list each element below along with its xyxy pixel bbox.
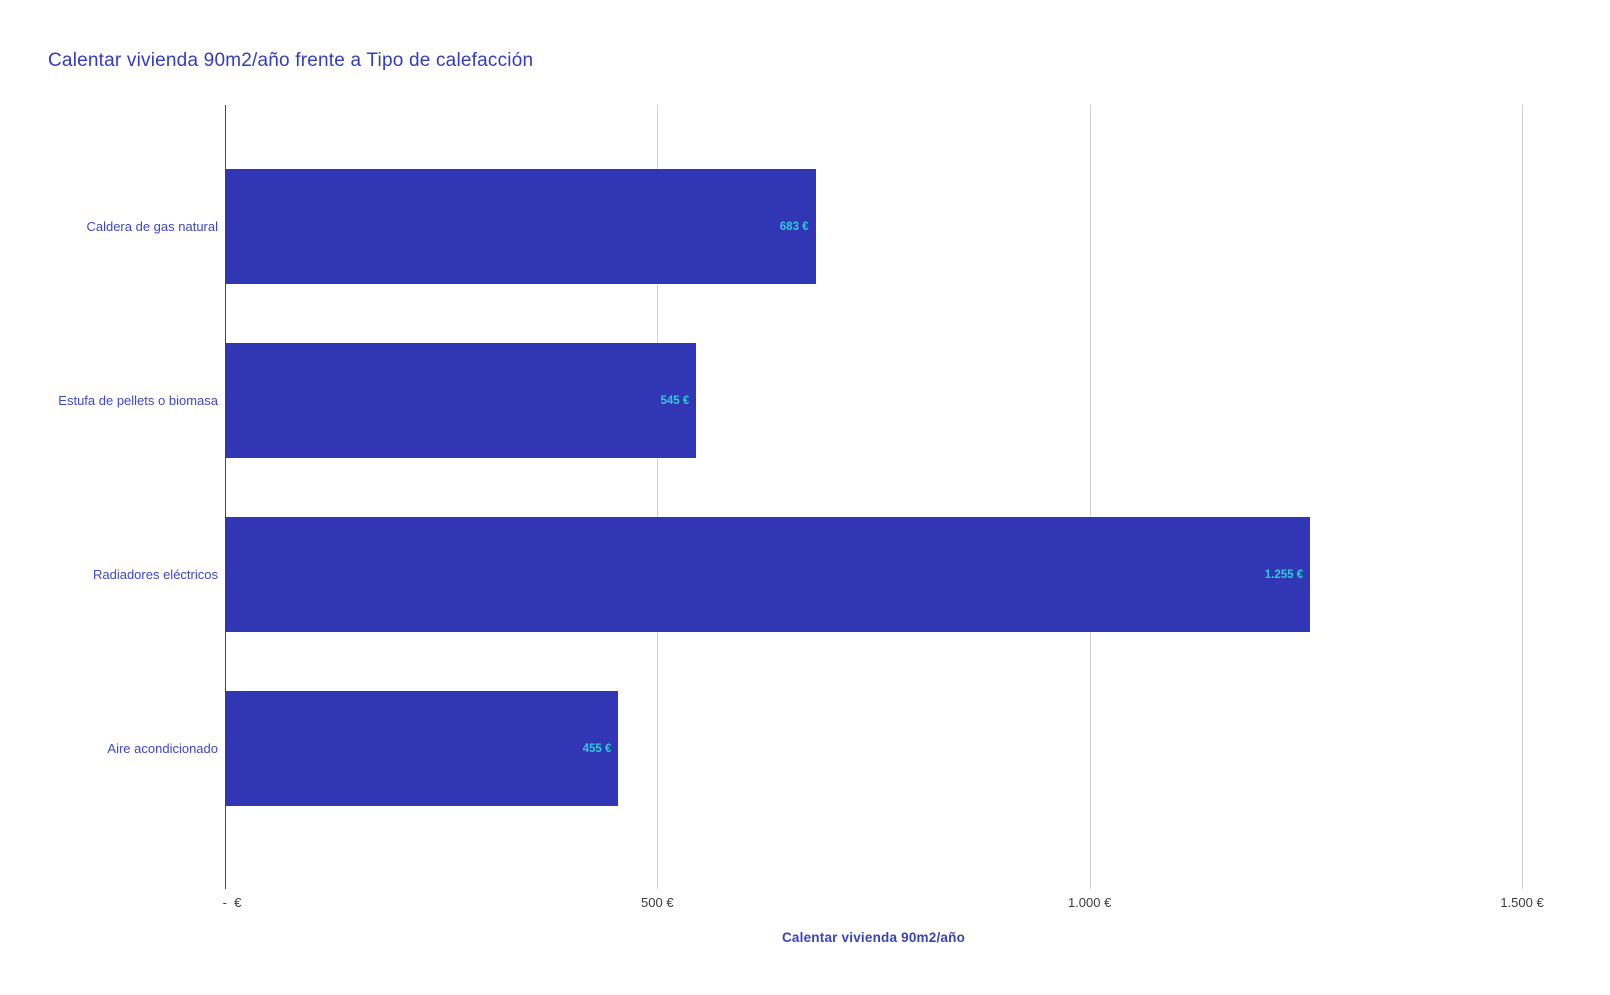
bar-value-label: 545 € bbox=[660, 394, 690, 407]
gridline bbox=[1089, 105, 1091, 889]
x-axis-title: Calentar vivienda 90m2/año bbox=[781, 930, 966, 945]
bar-value-label: 1.255 € bbox=[1264, 568, 1304, 581]
bar-value-label: 455 € bbox=[582, 742, 612, 755]
value-axis-tick-label: 500 € bbox=[641, 895, 674, 910]
bar: 545 € bbox=[225, 343, 697, 458]
bar: 455 € bbox=[225, 691, 619, 806]
bar-value-label: 683 € bbox=[779, 220, 809, 233]
category-label: Aire acondicionado bbox=[107, 740, 218, 756]
category-label: Caldera de gas natural bbox=[86, 218, 218, 234]
value-axis-line bbox=[225, 105, 226, 889]
bar: 683 € bbox=[225, 169, 816, 284]
gridline bbox=[1522, 105, 1523, 889]
category-label: Radiadores eléctricos bbox=[92, 566, 218, 582]
value-axis-tick-label: - € bbox=[222, 895, 242, 910]
gridline bbox=[657, 105, 659, 889]
value-axis-tick-label: 1.000 € bbox=[1067, 895, 1112, 910]
bar: 1.255 € bbox=[225, 517, 1311, 632]
value-axis-tick-label: 1.500 € bbox=[1500, 895, 1544, 910]
category-label: Estufa de pellets o biomasa bbox=[58, 392, 218, 408]
plot-area: 683 € 545 € 1.255 € 455 € bbox=[225, 105, 1523, 889]
chart-title: Calentar vivienda 90m2/año frente a Tipo… bbox=[48, 50, 534, 71]
